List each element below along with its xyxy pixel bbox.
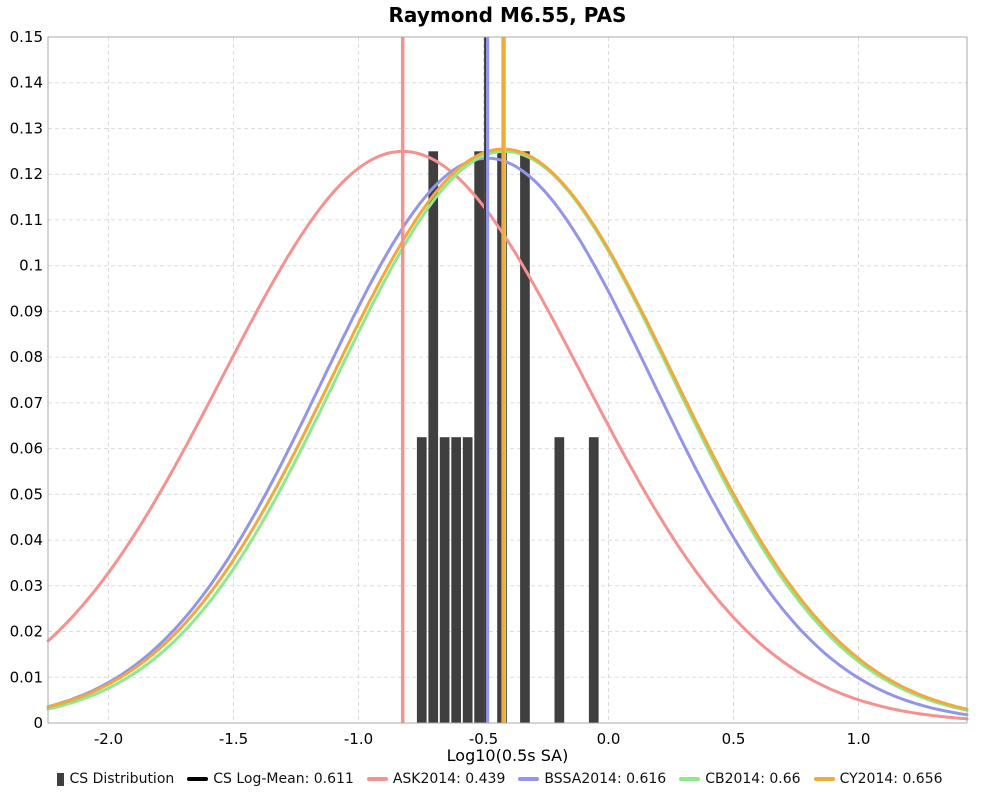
y-tick-label: 0.1 [19, 257, 43, 275]
curve-ask2014 [46, 149, 969, 721]
x-tick-label: 0.0 [597, 730, 621, 748]
y-tick-label: 0.02 [10, 623, 43, 641]
x-tick-label: -0.5 [469, 730, 498, 748]
legend-item-cs-log-mean: CS Log-Mean: 0.611 [187, 771, 354, 787]
y-tick-label: 0.06 [10, 440, 43, 458]
y-tick-label: 0.08 [10, 348, 43, 366]
histogram-bar [462, 437, 473, 723]
line-marker-icon [679, 777, 701, 781]
histogram-bar [451, 437, 461, 723]
curve-cb2014 [46, 149, 969, 712]
x-tick-label: 1.0 [847, 730, 871, 748]
legend-label: CY2014: 0.656 [839, 771, 943, 787]
legend-label: CS Distribution [69, 771, 175, 787]
legend-item-cy2014: CY2014: 0.656 [813, 771, 943, 787]
histogram-bar [474, 151, 484, 724]
line-marker-icon [366, 777, 388, 781]
histogram-bar [520, 151, 530, 724]
y-tick-label: 0.12 [10, 165, 43, 183]
y-tick-label: 0.15 [10, 28, 43, 46]
y-tick-label: 0 [33, 714, 43, 732]
line-marker-icon [187, 777, 209, 781]
legend-label: CS Log-Mean: 0.611 [213, 771, 354, 787]
bar-marker-icon [57, 772, 65, 786]
line-marker-icon [813, 777, 835, 781]
legend-item-cb2014: CB2014: 0.66 [679, 771, 801, 787]
y-tick-label: 0.04 [10, 531, 43, 549]
y-tick-label: 0.09 [10, 302, 43, 320]
x-tick-label: -2.0 [94, 730, 123, 748]
x-axis-title: Log10(0.5s SA) [446, 746, 569, 765]
y-tick-label: 0.01 [10, 668, 43, 686]
histogram-bar [588, 437, 599, 723]
x-tick-label: 0.5 [722, 730, 746, 748]
x-tick-label: -1.0 [344, 730, 373, 748]
y-tick-label: 0.11 [10, 211, 43, 229]
curve-bssa2014 [46, 156, 969, 717]
line-marker-icon [518, 777, 540, 781]
legend: CS Distribution CS Log-Mean: 0.611 ASK2014… [0, 771, 1000, 787]
curve-cy2014 [46, 147, 969, 711]
histogram-bar [439, 437, 450, 723]
y-tick-label: 0.14 [10, 74, 43, 92]
legend-label: CB2014: 0.66 [705, 771, 801, 787]
chart-title: Raymond M6.55, PAS [388, 3, 627, 27]
histogram-bar [416, 437, 427, 723]
x-tick-label: -1.5 [219, 730, 248, 748]
legend-item-ask2014: ASK2014: 0.439 [366, 771, 506, 787]
y-tick-label: 0.05 [10, 485, 43, 503]
y-tick-label: 0.13 [10, 120, 43, 138]
legend-item-cs-distribution: CS Distribution [57, 771, 174, 787]
histogram-bar [554, 437, 565, 723]
legend-item-bssa2014: BSSA2014: 0.616 [518, 771, 666, 787]
histogram-bar [428, 151, 439, 724]
y-tick-label: 0.07 [10, 394, 43, 412]
y-tick-label: 0.03 [10, 577, 43, 595]
legend-label: ASK2014: 0.439 [392, 771, 506, 787]
plot-border [47, 36, 968, 724]
legend-label: BSSA2014: 0.616 [544, 771, 667, 787]
